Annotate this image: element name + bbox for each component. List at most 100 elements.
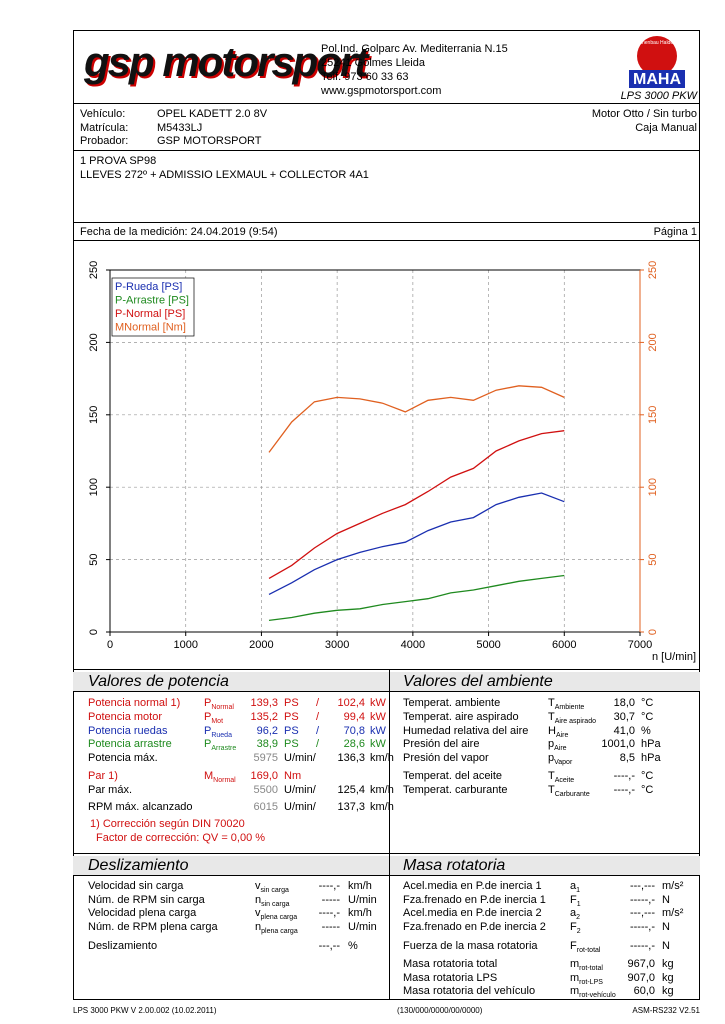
cell-sym: mrot-LPS xyxy=(570,972,603,986)
cell-text: PS xyxy=(284,697,299,709)
cell-label: Potencia normal 1) xyxy=(88,697,180,709)
cell-v1: 96,2 xyxy=(208,725,278,737)
cell-text: km/h xyxy=(348,907,372,919)
cell-v: 967,0 xyxy=(585,958,655,970)
section-title: Valores de potencia xyxy=(88,673,229,690)
table-row: Potencia ruedas PRueda 96,2 PS / 70,8 kW xyxy=(0,725,725,739)
cell-text: T xyxy=(548,711,555,723)
table-row: Velocidad plena carga vplena carga ----,- k… xyxy=(0,907,725,921)
subscript: rot-LPS xyxy=(579,979,603,986)
cell-text: Velocidad sin carga xyxy=(88,880,184,892)
cell-u2: kW xyxy=(370,725,386,737)
cell-text: Potencia normal 1) xyxy=(88,697,181,709)
cell-v1: 169,0 xyxy=(208,770,278,782)
cell-label: Par máx. xyxy=(88,784,132,796)
section-header-bg xyxy=(73,856,389,875)
cell-text: v xyxy=(255,907,261,919)
cell-sym: pVapor xyxy=(548,752,572,766)
date: Fecha de la medición: 24.04.2019 (9:54) xyxy=(80,226,278,238)
cell-u: U/min xyxy=(348,894,377,906)
subscript: rot-vehículo xyxy=(579,992,616,999)
cell-sym: mrot-vehículo xyxy=(570,985,616,999)
cell-text: kg xyxy=(662,985,674,997)
cell-text: 41,0 xyxy=(613,725,635,737)
cell-label: Potencia arrastre xyxy=(88,738,172,750)
cell-v2: 137,3 xyxy=(295,801,365,813)
section-title: Deslizamiento xyxy=(88,857,189,874)
cell-sep: / xyxy=(316,738,319,750)
cell-v: ----- xyxy=(270,921,340,933)
cell-text: 5975 xyxy=(253,752,278,764)
y2-tick-label: 150 xyxy=(647,406,659,424)
legend-box xyxy=(111,277,195,337)
table-row: Temperat. del aceite TAceite ----,- °C xyxy=(0,770,725,784)
cell-sym: F1 xyxy=(570,894,581,908)
table-row: Temperat. aire aspirado TAire aspirado 30,… xyxy=(0,711,725,725)
cell-text: Fza.frenado en P.de inercia 1 xyxy=(403,894,546,906)
footer: ASM-RS232 V2.51 xyxy=(632,1006,700,1015)
cell-label: Temperat. carburante xyxy=(403,784,508,796)
x-tick-label: 4000 xyxy=(401,639,425,651)
cell-text: -----,- xyxy=(629,940,655,952)
cell-sym: PMot xyxy=(204,711,224,725)
table-row: Potencia máx. 5975 U/min/136,3 km/h xyxy=(0,752,725,766)
cell-label: Velocidad sin carga xyxy=(88,880,183,892)
cell-text: Fuerza de la masa rotatoria xyxy=(403,940,538,952)
cell-sym: nsin carga xyxy=(255,894,290,908)
cell-text: Temperat. del aceite xyxy=(403,770,503,782)
cell-text: Nm xyxy=(284,770,302,782)
cell-text: / xyxy=(316,725,320,737)
cell-v: 907,0 xyxy=(585,972,655,984)
cell-sym: HAire xyxy=(548,725,568,739)
cell-text: Deslizamiento xyxy=(88,940,158,952)
cell-v1: 135,2 xyxy=(208,711,278,723)
cell-text: ----,- xyxy=(613,784,635,796)
subscript: Mot xyxy=(211,718,224,725)
cell-text: Temperat. carburante xyxy=(403,784,508,796)
cell-label: Par 1) xyxy=(88,770,118,782)
subscript: sin carga xyxy=(260,887,289,894)
cell-text: 38,9 xyxy=(256,738,278,750)
cell-text: Presión del aire xyxy=(403,738,480,750)
cell-text: N xyxy=(662,921,670,933)
cell-text: RPM máx. alcanzado xyxy=(88,801,193,813)
table-row: Acel.media en P.de inercia 1 a1 ---,--- m/s… xyxy=(0,880,725,894)
cell-text: ---,--- xyxy=(629,880,655,892)
subscript: Arrastre xyxy=(211,745,237,752)
vehicle-value: OPEL KADETT 2.0 8V xyxy=(157,108,268,120)
cell-text: a xyxy=(570,907,577,919)
cell-sym: TCarburante xyxy=(548,784,590,798)
cell-text: km/h xyxy=(370,801,394,813)
vehicle-labels: Vehículo: Matrícula: Probador: xyxy=(80,108,128,149)
legend-label: P-Normal [PS] xyxy=(115,308,185,320)
x-tick-label: 3000 xyxy=(325,639,349,651)
subscript: Carburante xyxy=(554,791,590,798)
cell-text: ----- xyxy=(321,894,340,906)
cell-label: Núm. de RPM sin carga xyxy=(88,894,205,906)
table-row: Fza.frenado en P.de inercia 1 F1 -----,- N xyxy=(0,894,725,908)
cell-v1: 6015 xyxy=(208,801,278,813)
divider xyxy=(73,150,700,151)
x-tick-label: 6000 xyxy=(552,639,576,651)
vehicle-values: OPEL KADETT 2.0 8V M5433LJ GSP MOTORSPOR… xyxy=(157,108,267,149)
legend-label: P-Rueda [PS] xyxy=(115,281,182,293)
model: LPS 3000 PKW xyxy=(620,90,697,102)
cell-sym: MNormal xyxy=(204,770,236,784)
cell-text: 8,5 xyxy=(619,752,635,764)
cell-text: 18,0 xyxy=(613,697,635,709)
subscript: sin carga xyxy=(261,901,290,908)
y-tick-label: 250 xyxy=(88,261,100,279)
cell-v: ----,- xyxy=(270,880,340,892)
cell-u: m/s² xyxy=(662,880,683,892)
cell-label: Fza.frenado en P.de inercia 1 xyxy=(403,894,546,906)
cell-label: Masa rotatoria LPS xyxy=(403,972,497,984)
cell-u2: kW xyxy=(370,697,386,709)
series-line xyxy=(268,492,565,595)
subscript: Rueda xyxy=(211,732,232,739)
cell-u2: km/h xyxy=(370,784,394,796)
subscript: rot-total xyxy=(579,965,603,972)
cell-text: 60,0 xyxy=(633,985,655,997)
engine: Motor Otto / Sin turbo xyxy=(591,108,697,120)
cell-u: N xyxy=(662,940,670,952)
